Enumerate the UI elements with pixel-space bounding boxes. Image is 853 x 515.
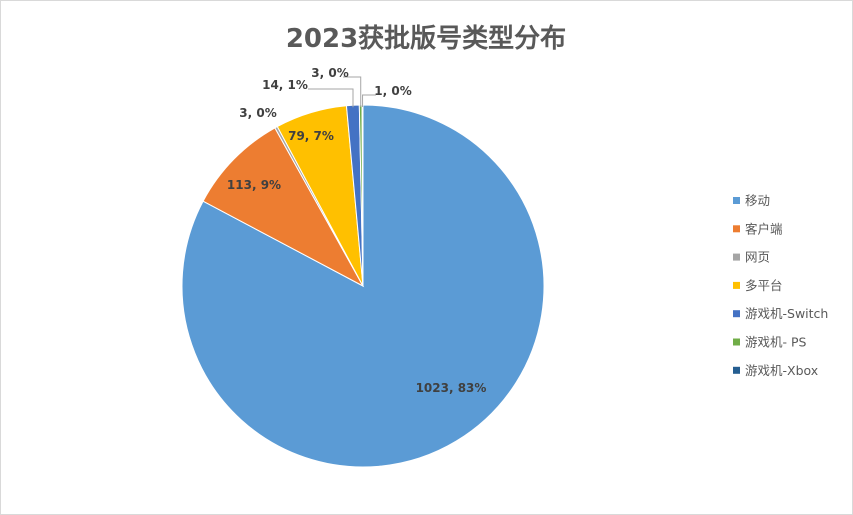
data-label: 3, 0%	[239, 106, 276, 120]
data-labels: 1023, 83%113, 9%3, 0%79, 7%14, 1%3, 0%1,…	[227, 66, 487, 395]
legend-swatch	[733, 366, 740, 374]
data-label: 1023, 83%	[416, 381, 487, 395]
legend-label: 客户端	[745, 221, 783, 236]
legend-swatch	[733, 225, 740, 233]
data-label: 79, 7%	[288, 129, 334, 143]
legend-label: 游戏机-Switch	[745, 306, 828, 321]
legend-swatch	[733, 338, 740, 346]
legend-swatch	[733, 253, 740, 261]
legend-label: 网页	[745, 250, 770, 265]
pie-slices	[181, 104, 545, 468]
data-label: 1, 0%	[374, 84, 411, 98]
legend-swatch	[733, 281, 740, 289]
leader-lines	[308, 76, 376, 108]
legend-label: 多平台	[745, 278, 783, 293]
data-label: 3, 0%	[311, 66, 348, 80]
data-label: 113, 9%	[227, 178, 281, 192]
leader-line	[362, 94, 376, 108]
leader-line	[308, 88, 354, 108]
legend-label: 移动	[745, 193, 770, 208]
leader-line	[343, 76, 362, 108]
legend-label: 游戏机- PS	[745, 335, 807, 350]
legend-label: 游戏机-Xbox	[745, 363, 818, 378]
pie-slice	[202, 127, 365, 288]
data-label: 14, 1%	[262, 78, 308, 92]
legend-swatch	[733, 197, 740, 204]
chart-title: 2023获批版号类型分布	[286, 24, 566, 54]
legend-swatch	[733, 310, 740, 318]
